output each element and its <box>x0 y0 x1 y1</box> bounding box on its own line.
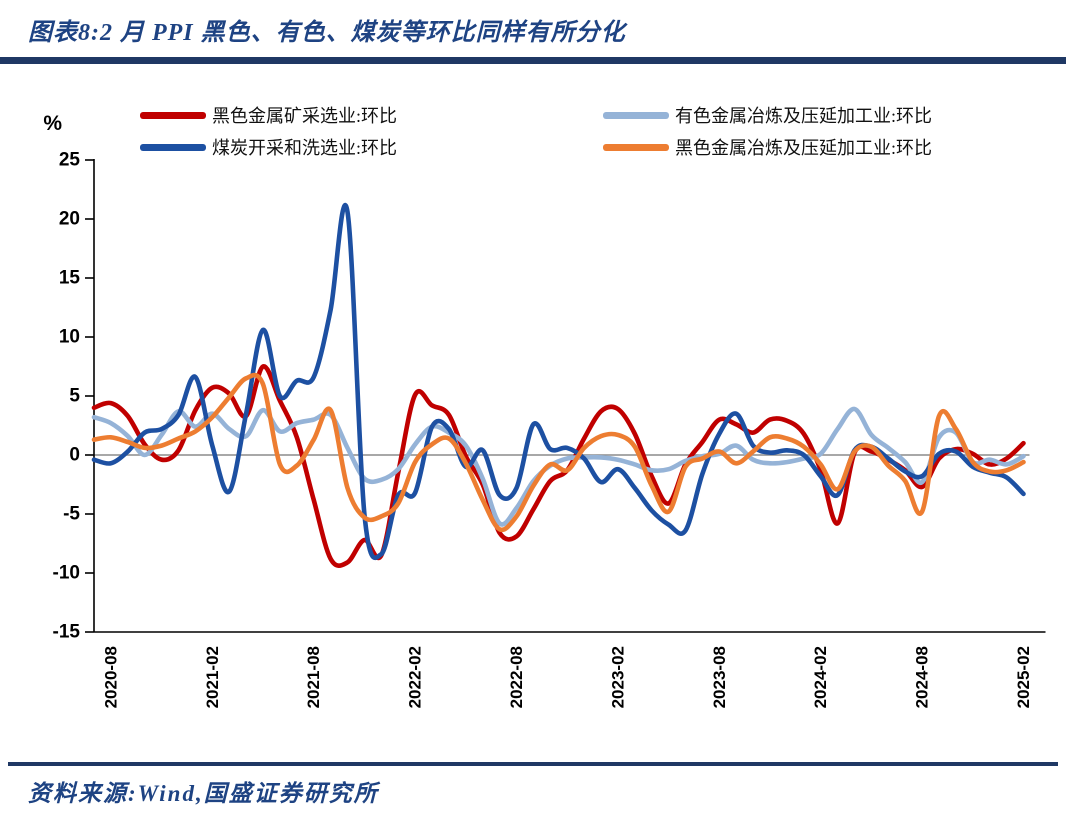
x-axis-tick-label: 2024-08 <box>913 646 932 708</box>
series-line-0 <box>91 364 1026 568</box>
legend-swatch-nonferrous-smelting <box>603 111 669 119</box>
x-axis-tick-label: 2021-02 <box>203 646 222 708</box>
legend-item-ferrous-mining: 黑色金属矿采选业:环比 <box>140 102 397 128</box>
y-axis-tick-label: 15 <box>59 268 81 289</box>
x-axis-tick-label: 2023-02 <box>608 646 627 708</box>
legend-label-ferrous-mining: 黑色金属矿采选业:环比 <box>212 106 397 126</box>
chart-canvas: % 25 20 15 10 5 0 -5 -10 -15 2020-08 2021-02 2021-08… <box>43 112 1046 708</box>
x-axis-tick-label: 2020-08 <box>101 646 120 708</box>
y-axis-tick-label: -5 <box>63 504 80 525</box>
y-axis-tick-label: -10 <box>53 563 80 584</box>
page-title: 图表8:2 月 PPI 黑色、有色、煤炭等环比同样有所分化 <box>28 20 626 46</box>
legend-swatch-ferrous-mining <box>140 111 206 119</box>
series-line-1 <box>91 202 1026 561</box>
y-axis-tick-label: -15 <box>53 622 81 643</box>
series-line-3 <box>91 372 1026 533</box>
legend-label-coal-mining: 煤炭开采和洗选业:环比 <box>212 138 397 158</box>
x-axis-tick-label: 2023-08 <box>710 646 729 708</box>
title-divider <box>0 57 1066 64</box>
x-axis-tick-label: 2025-02 <box>1014 646 1033 708</box>
source-divider <box>8 762 1058 766</box>
y-axis-tick-label: 20 <box>59 209 80 230</box>
legend-swatch-coal-mining <box>140 143 206 151</box>
y-axis-tick-label: 10 <box>59 327 80 348</box>
y-axis-tick-label: 0 <box>69 445 80 466</box>
series-line-2 <box>91 406 1026 527</box>
legend-label-ferrous-smelting: 黑色金属冶炼及压延加工业:环比 <box>675 138 932 158</box>
legend-item-nonferrous-smelting: 有色金属冶炼及压延加工业:环比 <box>603 102 932 128</box>
legend-item-ferrous-smelting: 黑色金属冶炼及压延加工业:环比 <box>603 134 932 160</box>
legend-swatch-ferrous-smelting <box>603 143 669 151</box>
y-axis-tick-label: 25 <box>59 150 81 171</box>
x-axis-tick-label: 2022-02 <box>406 646 425 708</box>
legend-label-nonferrous-smelting: 有色金属冶炼及压延加工业:环比 <box>675 106 932 126</box>
x-axis-tick-label: 2024-02 <box>811 646 830 708</box>
x-axis-tick-label: 2021-08 <box>304 646 323 708</box>
y-axis-unit-label: % <box>43 112 62 135</box>
y-axis-tick-label: 5 <box>69 386 80 407</box>
x-axis-tick-label: 2022-08 <box>507 646 526 708</box>
source-text: 资料来源:Wind,国盛证券研究所 <box>28 781 379 806</box>
legend-item-coal-mining: 煤炭开采和洗选业:环比 <box>140 134 397 160</box>
